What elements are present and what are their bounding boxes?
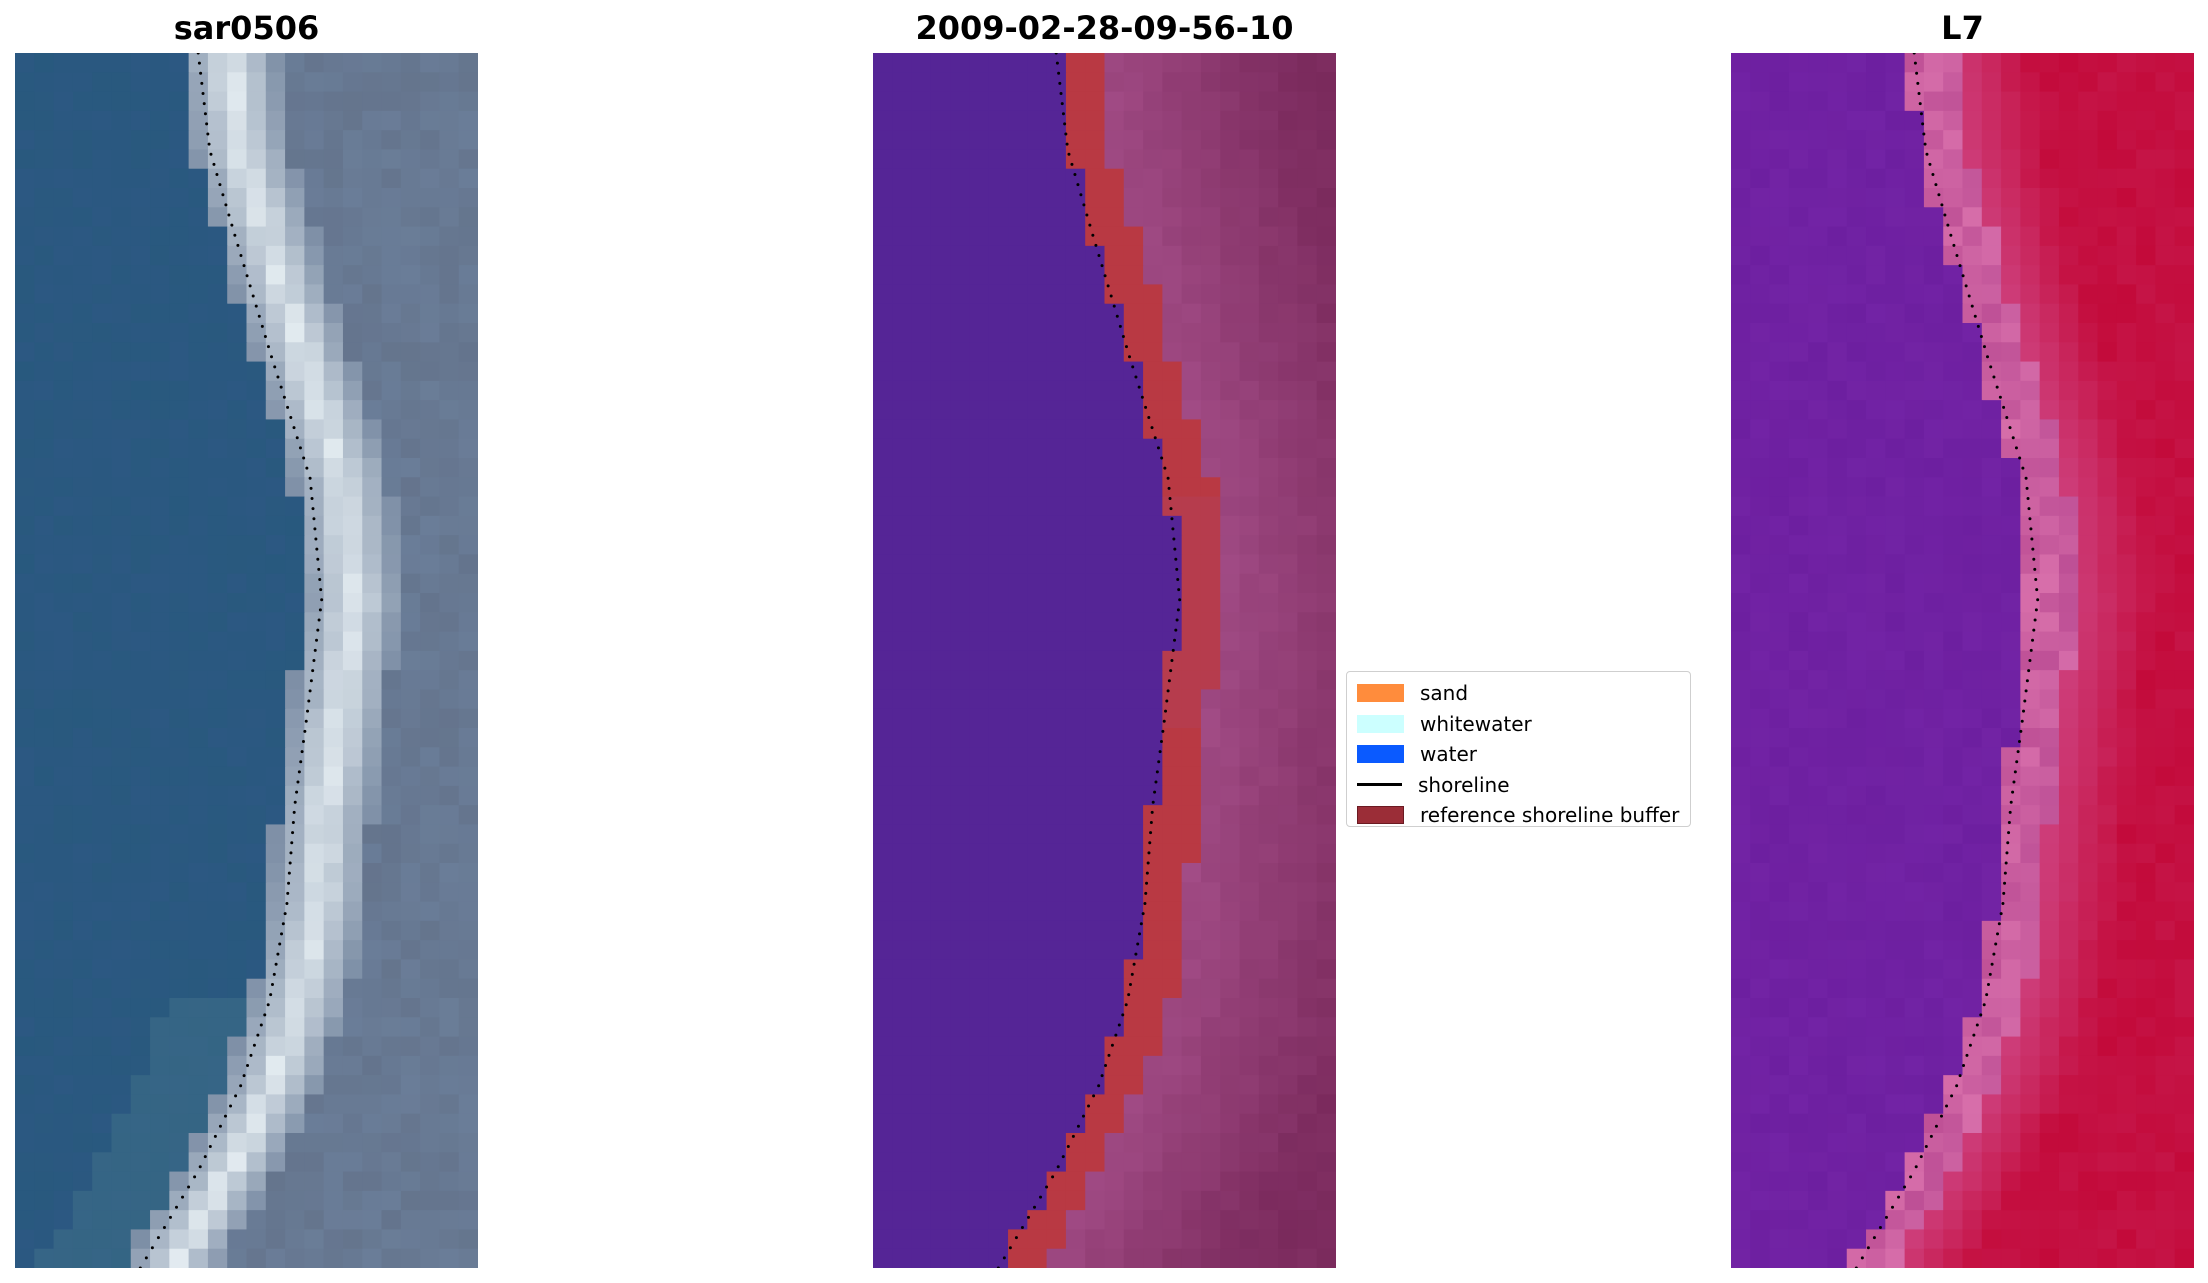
- legend-item-whitewater: whitewater: [1357, 709, 1680, 740]
- legend-label: sand: [1420, 681, 1469, 706]
- panel-title-rgb: sar0506: [173, 9, 320, 47]
- legend-item-sand: sand: [1357, 678, 1680, 709]
- legend-label: water: [1420, 742, 1477, 767]
- shoreline-rgb: [138, 53, 324, 1268]
- sand-swatch: [1357, 684, 1404, 703]
- legend-label: shoreline: [1418, 772, 1510, 797]
- whitewater-swatch: [1357, 714, 1404, 733]
- legend-label: reference shoreline buffer: [1420, 803, 1680, 828]
- shoreline-line-swatch: [1357, 783, 1402, 787]
- rgb-image-panel: [15, 53, 478, 1268]
- shoreline-index: [1854, 53, 2040, 1268]
- buffer-swatch: [1357, 806, 1404, 825]
- classification-image-panel: [873, 53, 1336, 1268]
- legend: sand whitewater water shoreline referenc…: [1346, 671, 1691, 827]
- shoreline-classification: [996, 53, 1182, 1268]
- panel-title-classification: 2009-02-28-09-56-10: [915, 9, 1294, 47]
- panel-title-index: L7: [1941, 9, 1984, 47]
- rgb-image: [15, 53, 478, 1268]
- water-swatch: [1357, 745, 1404, 764]
- legend-item-water: water: [1357, 739, 1680, 770]
- index-image-panel: [1731, 53, 2194, 1268]
- legend-item-reference-shoreline-buffer: reference shoreline buffer: [1357, 800, 1680, 831]
- legend-label: whitewater: [1420, 711, 1532, 736]
- index-image: [1731, 53, 2194, 1268]
- legend-item-shoreline: shoreline: [1357, 770, 1680, 801]
- classification-image: [873, 53, 1336, 1268]
